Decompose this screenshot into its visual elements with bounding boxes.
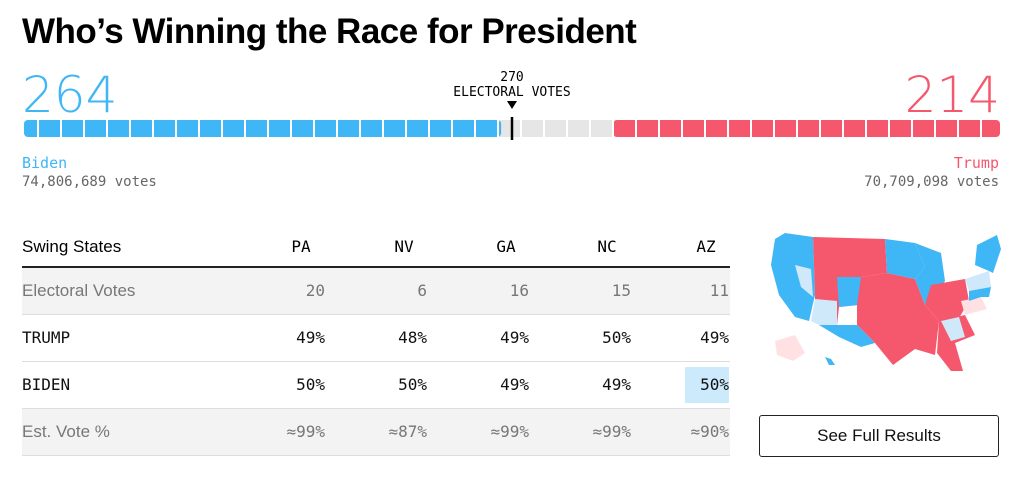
row-label: BIDEN — [22, 375, 71, 394]
map-hi — [825, 357, 835, 365]
us-map — [771, 233, 1001, 371]
row-value: ≈99% — [286, 422, 325, 441]
row-rule — [22, 455, 730, 456]
row-value: 20 — [305, 281, 325, 300]
row-value: 50% — [602, 328, 631, 347]
trump-bar — [613, 120, 1000, 137]
row-bg — [22, 268, 730, 314]
map-ga — [941, 317, 965, 341]
row-value: 11 — [709, 281, 729, 300]
row-value: ≈99% — [592, 422, 631, 441]
row-value: 49% — [296, 328, 325, 347]
header-state: AZ — [696, 237, 716, 256]
row-value: 50% — [398, 375, 427, 394]
threshold-arrow — [507, 101, 517, 109]
header-state: NC — [597, 237, 617, 256]
header-rule — [22, 266, 730, 268]
map-nv — [795, 265, 813, 297]
see-full-results-button[interactable]: See Full Results — [759, 415, 999, 457]
row-value: 49% — [500, 375, 529, 394]
threshold-label: ELECTORAL VOTES — [453, 85, 570, 100]
map-west — [771, 233, 815, 321]
row-label: TRUMP — [22, 328, 71, 347]
map-ak — [775, 335, 805, 361]
biden-ev: 264 — [22, 66, 118, 124]
trump-ev: 214 — [904, 66, 1000, 124]
map-az — [811, 299, 837, 327]
trump-name: Trump — [953, 154, 999, 172]
row-value: 15 — [611, 281, 631, 300]
row-value: ≈99% — [490, 422, 529, 441]
biden-votes: 74,806,689 votes — [22, 174, 157, 190]
header-state: GA — [496, 237, 516, 256]
map-ne — [975, 235, 1001, 273]
title: Who’s Winning the Race for President — [22, 12, 637, 51]
map-mn — [885, 239, 925, 279]
row-label: Electoral Votes — [22, 281, 136, 300]
row-rule — [22, 361, 730, 362]
row-rule — [22, 314, 730, 315]
row-rule — [22, 408, 730, 409]
header-label: Swing States — [22, 237, 122, 256]
map-nc — [961, 297, 987, 315]
biden-bar — [24, 120, 502, 137]
row-value: 6 — [417, 281, 427, 300]
map-central — [857, 273, 939, 365]
row-bg — [22, 409, 730, 455]
row-value: ≈87% — [388, 422, 427, 441]
map-co — [837, 277, 861, 307]
row-value: 50% — [700, 375, 729, 394]
map-nm — [819, 325, 875, 347]
row-value: 16 — [509, 281, 529, 300]
header-state: NV — [394, 237, 414, 256]
row-value: 50% — [296, 375, 325, 394]
trump-votes: 70,709,098 votes — [864, 174, 999, 190]
map-va — [969, 287, 991, 301]
biden-name: Biden — [22, 154, 68, 172]
header-state: PA — [291, 237, 311, 256]
row-label: Est. Vote % — [22, 422, 110, 441]
row-value: 48% — [398, 328, 427, 347]
row-value: 49% — [500, 328, 529, 347]
row-value: ≈90% — [690, 422, 729, 441]
cell-highlight — [685, 367, 729, 403]
map-pa — [965, 271, 991, 291]
ev-bar: 270 ELECTORAL VOTES — [24, 70, 1000, 140]
threshold-value: 270 — [500, 70, 523, 85]
map-oh-ky — [925, 279, 969, 325]
row-value: 49% — [700, 328, 729, 347]
row-value: 49% — [602, 375, 631, 394]
